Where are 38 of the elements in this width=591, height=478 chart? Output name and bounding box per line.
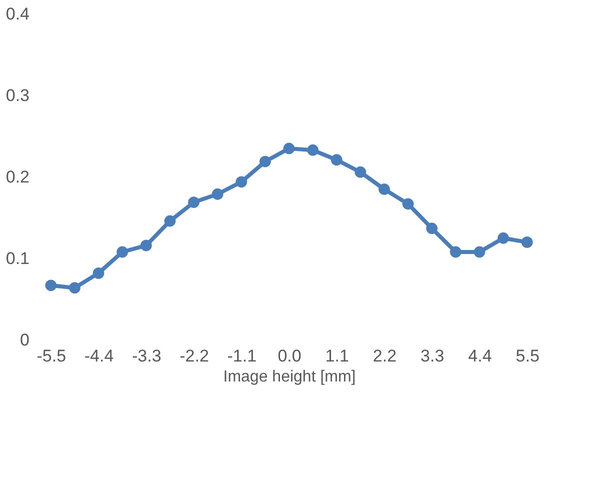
- point: [69, 282, 80, 294]
- point: [521, 236, 533, 248]
- point: [259, 156, 271, 168]
- x-tick-label: 1.1: [325, 346, 349, 366]
- x-tick-label: 5.5: [516, 346, 540, 366]
- point: [283, 142, 295, 154]
- point: [474, 246, 486, 258]
- point: [450, 246, 462, 258]
- y-tick-label: 0.3: [6, 86, 30, 105]
- x-tick-label: -3.3: [132, 346, 162, 366]
- point: [330, 154, 342, 166]
- y-tick-label: 0.4: [6, 4, 30, 24]
- point: [92, 267, 104, 279]
- x-tick-label: 0.0: [278, 346, 302, 366]
- y-tick-label: 0: [20, 330, 30, 350]
- x-tick-label: -1.1: [227, 346, 257, 366]
- point: [378, 184, 390, 195]
- point: [354, 166, 366, 178]
- point: [402, 198, 414, 210]
- y-tick-label: 0.2: [6, 168, 30, 186]
- point: [307, 144, 319, 156]
- point: [140, 240, 152, 252]
- x-axis-title: Image height [mm]: [223, 368, 356, 386]
- x-tick-label: -2.2: [180, 346, 209, 366]
- x-tick-label: -5.5: [36, 346, 66, 366]
- point: [116, 246, 128, 258]
- x-tick-label: -4.4: [84, 346, 114, 366]
- point: [498, 232, 509, 244]
- x-tick-label: 4.4: [468, 346, 492, 366]
- point: [426, 222, 438, 234]
- x-tick-label: 3.3: [420, 346, 444, 366]
- point: [164, 215, 176, 227]
- y-tick-label: 0.1: [6, 249, 30, 268]
- point: [236, 176, 248, 188]
- x-tick-label: 2.2: [372, 346, 397, 366]
- point: [45, 280, 57, 292]
- point: [212, 188, 224, 200]
- point: [188, 196, 200, 208]
